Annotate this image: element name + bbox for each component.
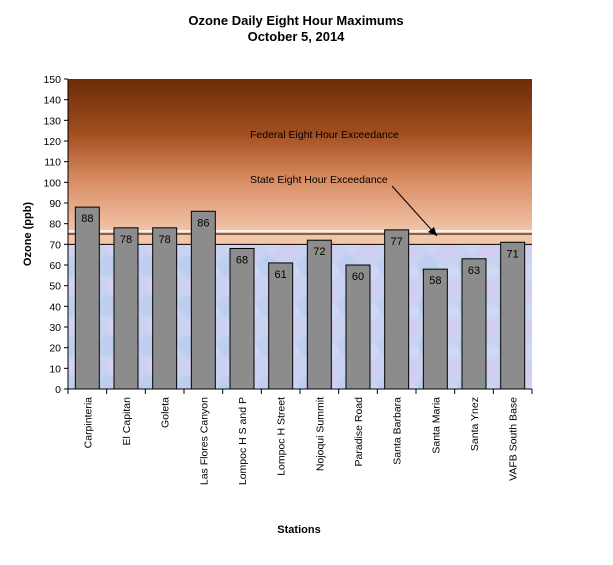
x-category-label-4: Lompoc H S and P <box>237 397 249 485</box>
y-tick-labels: 0 10 20 30 40 50 60 70 80 90 100 110 120 130 140 150 <box>43 74 61 396</box>
y-tick-label-11: 110 <box>44 157 61 169</box>
exceedance-arrow <box>391 185 438 237</box>
x-category-label-0: Carpinteria <box>82 397 94 449</box>
chart-subtitle: October 5, 2014 <box>248 29 346 44</box>
y-tick-label-14: 140 <box>43 95 61 107</box>
y-tick-label-2: 20 <box>49 343 61 355</box>
bar-value-label-3: 86 <box>197 217 209 229</box>
bar-value-label-4: 68 <box>236 254 248 266</box>
bar-value-label-0: 88 <box>81 213 93 225</box>
bar-11 <box>500 241 526 390</box>
y-tick-label-7: 70 <box>49 239 61 251</box>
y-tick-label-12: 120 <box>43 136 61 148</box>
bar-value-label-7: 60 <box>352 271 364 283</box>
bar-10 <box>461 258 487 390</box>
chart-title: Ozone Daily Eight Hour Maximums <box>188 13 403 28</box>
y-tick-label-9: 90 <box>49 198 61 210</box>
x-category-label-10: Santa Ynez <box>469 397 481 451</box>
bar-7 <box>345 264 371 390</box>
bar-value-label-1: 78 <box>120 234 132 246</box>
bar-3 <box>190 210 216 390</box>
y-tick-label-15: 150 <box>43 74 61 86</box>
x-category-label-3: Las Flores Canyon <box>198 397 210 485</box>
bar-value-label-11: 71 <box>507 248 519 260</box>
bar-4 <box>229 247 255 390</box>
x-category-label-1: El Capitan <box>121 397 133 446</box>
y-tick-label-1: 10 <box>49 363 61 375</box>
bar-value-label-10: 63 <box>468 265 480 277</box>
reference-lines <box>68 230 532 245</box>
x-category-label-8: Santa Barbara <box>392 397 404 465</box>
bar-8 <box>384 229 410 390</box>
x-category-label-9: Santa Maria <box>430 397 442 454</box>
y-tick-label-5: 50 <box>49 281 61 293</box>
exceedance-band <box>68 234 532 245</box>
lower-background-band <box>68 244 532 389</box>
bar-value-label-5: 61 <box>275 269 287 281</box>
bar-value-label-6: 72 <box>313 246 325 258</box>
y-tick-label-3: 30 <box>49 322 61 334</box>
federal-exceedance-label: Federal Eight Hour Exceedance <box>250 129 399 141</box>
bar-9 <box>422 268 448 390</box>
bars: 88 78 78 86 68 61 72 60 77 58 63 71 <box>74 206 526 390</box>
bar-2 <box>152 227 178 390</box>
bar-value-label-2: 78 <box>159 234 171 246</box>
y-tick-label-4: 40 <box>49 301 61 313</box>
x-tick-labels: Carpinteria El Capitan Goleta Las Flores Ca… <box>82 397 519 485</box>
bar-1 <box>113 227 139 390</box>
x-category-label-7: Paradise Road <box>353 397 365 467</box>
x-category-label-6: Nojoqui Summit <box>314 397 326 471</box>
bar-6 <box>306 239 332 390</box>
y-tick-label-10: 100 <box>43 177 61 189</box>
y-tick-label-8: 80 <box>49 219 61 231</box>
y-tick-label-0: 0 <box>55 384 61 396</box>
y-tick-label-13: 130 <box>43 115 61 127</box>
x-category-label-5: Lompoc H Street <box>276 397 288 476</box>
y-tick-label-6: 60 <box>49 260 61 272</box>
bar-0 <box>74 206 100 390</box>
bar-value-label-9: 58 <box>429 275 441 287</box>
upper-gradient-band <box>68 79 532 234</box>
x-category-label-11: VAFB South Base <box>508 397 520 481</box>
plot-background <box>68 79 532 389</box>
state-exceedance-label: State Eight Hour Exceedance <box>250 174 388 186</box>
x-category-label-2: Goleta <box>160 397 172 428</box>
y-axis-title: Ozone (ppb) <box>22 202 34 266</box>
axes <box>64 78 533 394</box>
x-axis-title: Stations <box>277 524 320 536</box>
bar-value-label-8: 77 <box>391 236 403 248</box>
bar-5 <box>268 262 294 390</box>
